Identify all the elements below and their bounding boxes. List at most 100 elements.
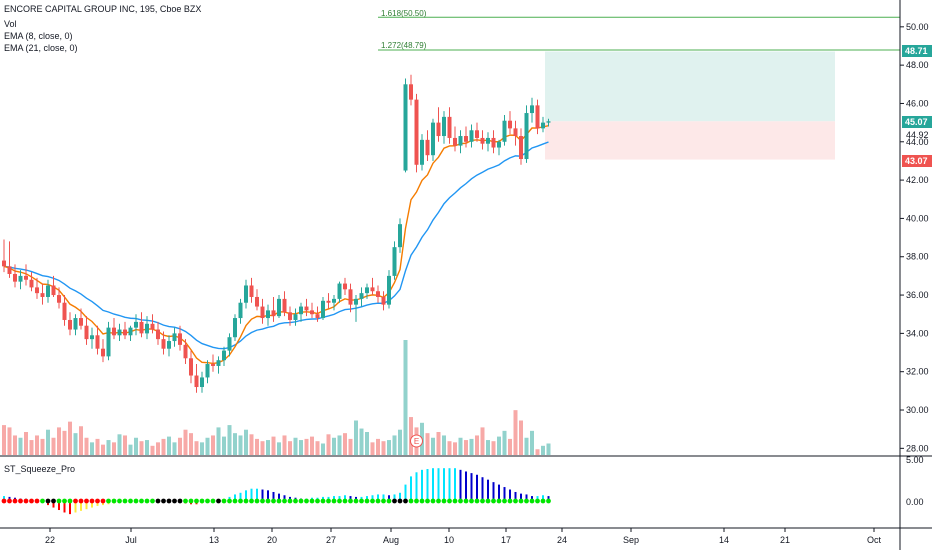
squeeze-bar [465, 471, 467, 501]
squeeze-dot [342, 498, 348, 504]
candle [480, 130, 485, 150]
volume-bar [546, 443, 551, 455]
volume-bar [519, 420, 523, 455]
squeeze-bar [278, 493, 280, 501]
squeeze-dot [375, 498, 381, 504]
volume-bar [172, 442, 177, 455]
volume-bar [403, 340, 408, 455]
stop-zone [545, 121, 835, 160]
volume-bar [62, 430, 67, 455]
candle-body [189, 358, 193, 376]
squeeze-bar [283, 495, 286, 501]
candle-body [73, 318, 78, 330]
squeeze-dot [447, 498, 452, 504]
volume-legend[interactable]: Vol [4, 19, 17, 29]
volume-bar [299, 440, 303, 455]
candle [464, 126, 468, 148]
candle-body [497, 141, 501, 148]
candle [502, 114, 507, 146]
time-tick-label: 20 [267, 535, 277, 545]
price-tick-label: 38.00 [906, 252, 929, 262]
squeeze-dot [100, 498, 106, 504]
candle-body [299, 306, 303, 315]
candle [299, 302, 303, 322]
squeeze-bar [542, 495, 544, 501]
squeeze-dot [425, 498, 430, 504]
squeeze-dot [397, 498, 403, 504]
time-tick-label: 21 [780, 535, 790, 545]
volume-bar [255, 438, 259, 455]
candle-body [524, 113, 529, 160]
squeeze-bar [250, 488, 253, 501]
candle [436, 107, 441, 142]
candle [513, 120, 518, 146]
squeeze-bar [536, 496, 539, 501]
candle [216, 356, 221, 374]
time-tick-label: 14 [719, 535, 729, 545]
candle [57, 287, 61, 309]
candle [167, 335, 171, 357]
squeeze-bar [366, 496, 368, 501]
candle-body [167, 341, 171, 349]
squeeze-bar [272, 491, 275, 501]
volume-bar [282, 435, 287, 455]
time-tick-label: Jul [125, 535, 137, 545]
candle-body [216, 360, 221, 366]
squeeze-bar [498, 484, 500, 501]
candle [101, 339, 105, 363]
squeeze-dot [155, 498, 161, 504]
candle-body [51, 285, 56, 296]
candle-body [508, 120, 512, 129]
candle-body [332, 298, 336, 303]
squeeze-dot [496, 498, 502, 504]
squeeze-dot [128, 498, 133, 504]
volume-bar [524, 437, 529, 455]
ema8-legend[interactable]: EMA (8, close, 0) [4, 31, 73, 41]
volume-bar [332, 437, 336, 455]
squeeze-bar [267, 490, 269, 501]
candle [2, 239, 6, 273]
symbol-title[interactable]: ENCORE CAPITAL GROUP INC, 195, Cboe BZX [4, 4, 202, 14]
oscillator-legend[interactable]: ST_Squeeze_Pro [4, 464, 76, 474]
candle-body [2, 260, 6, 267]
squeeze-dot [540, 498, 546, 504]
squeeze-dot [392, 498, 397, 504]
candle-body [387, 275, 391, 305]
candle [414, 93, 419, 173]
squeeze-dot [144, 498, 150, 504]
squeeze-bar [245, 490, 247, 501]
volume-bar [381, 441, 386, 455]
ema21-legend[interactable]: EMA (21, close, 0) [4, 43, 78, 53]
candle [73, 314, 78, 336]
candle-body [354, 298, 358, 305]
volume-bar [189, 433, 193, 455]
squeeze-dot [315, 498, 320, 504]
squeeze-bar [349, 496, 352, 501]
price-tick-label: 28.00 [906, 443, 929, 453]
candle-body [491, 137, 496, 148]
squeeze-dot [34, 498, 40, 504]
candle [453, 126, 457, 152]
squeeze-dot [56, 498, 62, 504]
candle-body [304, 306, 309, 311]
squeeze-dot [166, 498, 172, 504]
squeeze-dot [469, 498, 474, 504]
candle-body [414, 99, 419, 165]
earnings-marker: E [410, 434, 423, 448]
candle-body [535, 105, 540, 129]
volume-bar [541, 445, 545, 455]
candle-body [282, 298, 287, 313]
squeeze-dot [161, 498, 166, 504]
squeeze-dot [177, 498, 183, 504]
squeeze-dot [1, 498, 7, 504]
candle-body [337, 283, 342, 299]
candle-body [453, 137, 457, 146]
squeeze-bar [503, 487, 506, 501]
squeeze-dot [67, 498, 73, 504]
squeeze-dot [227, 498, 232, 504]
price-tick-label: 46.00 [906, 98, 929, 108]
candle-body [84, 325, 89, 340]
squeeze-dot [73, 498, 78, 504]
squeeze-dot [150, 498, 155, 504]
